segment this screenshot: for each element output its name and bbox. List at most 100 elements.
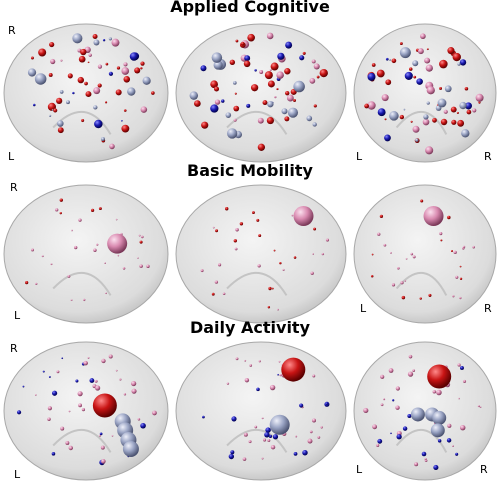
sphere bbox=[432, 390, 437, 394]
sphere bbox=[229, 59, 236, 66]
sphere bbox=[83, 298, 86, 302]
sphere bbox=[256, 387, 260, 392]
sphere bbox=[472, 245, 475, 249]
sphere bbox=[377, 108, 386, 117]
panels bbox=[3, 23, 497, 481]
sphere bbox=[299, 55, 305, 61]
brain-view bbox=[353, 184, 497, 324]
sphere bbox=[287, 107, 299, 118]
sphere bbox=[379, 214, 384, 218]
sphere bbox=[72, 33, 83, 44]
sphere bbox=[464, 102, 473, 110]
sphere bbox=[32, 103, 36, 107]
sphere bbox=[262, 100, 268, 106]
sphere bbox=[210, 104, 219, 113]
sphere bbox=[258, 360, 261, 363]
sphere bbox=[270, 62, 279, 71]
sphere bbox=[121, 67, 130, 75]
sphere bbox=[104, 101, 108, 104]
sphere bbox=[146, 264, 150, 269]
sphere bbox=[268, 434, 273, 438]
sphere bbox=[447, 47, 455, 55]
sphere bbox=[282, 268, 285, 271]
sphere bbox=[142, 76, 151, 85]
sphere bbox=[459, 101, 467, 110]
sphere bbox=[412, 60, 419, 67]
sphere bbox=[320, 426, 323, 429]
sphere bbox=[439, 87, 443, 90]
sphere bbox=[34, 73, 47, 85]
sphere bbox=[111, 38, 120, 47]
sphere bbox=[90, 208, 95, 212]
sphere bbox=[225, 207, 229, 211]
sphere bbox=[416, 78, 423, 85]
sphere bbox=[25, 281, 29, 285]
section-title: Applied Cognitive bbox=[170, 0, 330, 16]
sphere bbox=[437, 98, 447, 108]
brain-view bbox=[175, 23, 347, 163]
brain-view bbox=[353, 341, 497, 481]
sphere bbox=[49, 41, 55, 48]
sphere bbox=[98, 207, 102, 211]
sphere bbox=[252, 211, 255, 215]
sphere bbox=[89, 378, 95, 383]
sphere bbox=[285, 41, 293, 49]
sphere bbox=[432, 410, 447, 425]
sphere bbox=[104, 262, 106, 264]
sphere bbox=[99, 432, 103, 436]
brain-view bbox=[175, 184, 347, 324]
brain-view bbox=[3, 184, 169, 324]
sphere bbox=[293, 98, 297, 102]
sphere bbox=[390, 251, 392, 254]
sphere bbox=[226, 382, 230, 385]
sphere bbox=[71, 229, 73, 232]
sphere bbox=[371, 63, 376, 67]
sphere bbox=[405, 257, 408, 260]
sphere bbox=[257, 117, 264, 124]
sphere bbox=[73, 245, 78, 250]
sphere bbox=[218, 263, 222, 267]
sphere bbox=[462, 245, 466, 249]
sphere bbox=[313, 227, 317, 231]
sphere bbox=[273, 249, 276, 252]
sphere bbox=[212, 226, 215, 229]
sphere bbox=[425, 64, 433, 72]
sphere bbox=[257, 143, 266, 151]
sphere bbox=[88, 53, 92, 57]
sphere bbox=[409, 67, 413, 71]
sphere bbox=[60, 59, 63, 62]
sphere bbox=[420, 33, 426, 40]
sphere bbox=[108, 71, 114, 76]
sphere bbox=[284, 116, 290, 122]
sphere bbox=[451, 119, 457, 125]
brain-surface bbox=[353, 341, 497, 481]
sphere bbox=[127, 87, 136, 96]
sphere bbox=[312, 253, 315, 255]
sphere bbox=[68, 410, 71, 413]
sphere bbox=[51, 452, 56, 456]
sphere bbox=[239, 222, 244, 226]
sphere bbox=[140, 106, 148, 113]
sphere bbox=[234, 247, 238, 251]
sphere bbox=[456, 111, 459, 115]
sphere bbox=[123, 393, 127, 396]
sphere bbox=[437, 439, 442, 443]
sphere bbox=[59, 198, 63, 202]
sphere bbox=[377, 438, 383, 444]
sphere bbox=[267, 438, 271, 442]
sphere bbox=[478, 101, 481, 104]
sphere bbox=[214, 99, 221, 105]
sphere bbox=[453, 250, 457, 255]
sphere bbox=[457, 119, 465, 127]
sphere bbox=[50, 58, 56, 65]
sphere bbox=[269, 384, 276, 391]
sphere bbox=[404, 71, 413, 80]
sphere bbox=[123, 76, 131, 83]
section-title: Daily Activity bbox=[190, 318, 311, 337]
sphere bbox=[309, 430, 313, 434]
sphere bbox=[22, 385, 25, 388]
brain-view bbox=[175, 341, 347, 481]
sphere bbox=[400, 281, 404, 285]
sphere bbox=[108, 37, 112, 41]
sphere bbox=[139, 264, 143, 268]
